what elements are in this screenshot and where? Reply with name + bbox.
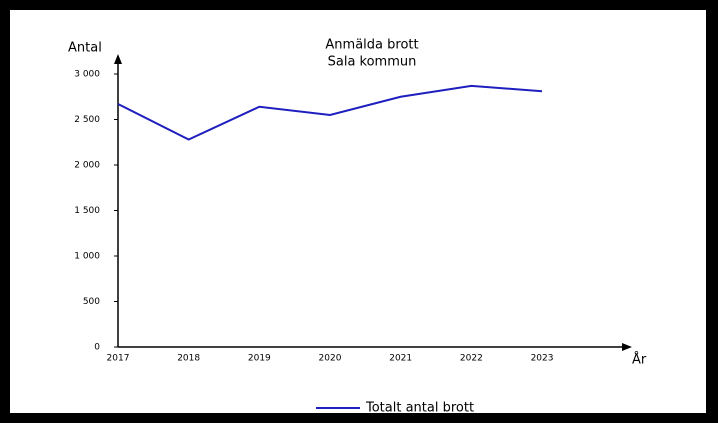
y-axis-label: Antal [68,41,102,56]
y-tick-label: 3 000 [74,70,100,80]
plot-background [10,10,706,413]
series-line [117,84,543,141]
y-tick-label: 1 500 [74,206,100,216]
chart-subtitle: Sala kommun [328,55,417,70]
x-tick-label: 2022 [460,354,483,364]
y-tick-label: 500 [83,297,100,307]
x-tick-label: 2018 [177,354,200,364]
x-axis-arrow [622,343,632,351]
y-tick-label: 0 [94,343,100,353]
y-tick-label: 2 000 [74,161,100,171]
chart-title: Anmälda brott [325,38,418,53]
x-tick-label: 2020 [319,354,342,364]
y-axis-arrow [114,54,122,64]
x-tick-label: 2017 [107,354,130,364]
x-tick-label: 2021 [389,354,412,364]
x-tick-label: 2023 [531,354,554,364]
y-tick-label: 1 000 [74,252,100,262]
legend-label: Totalt antal brott [365,401,474,416]
x-axis-label: År [632,352,647,368]
x-tick-label: 2019 [248,354,271,364]
y-tick-label: 2 500 [74,115,100,125]
